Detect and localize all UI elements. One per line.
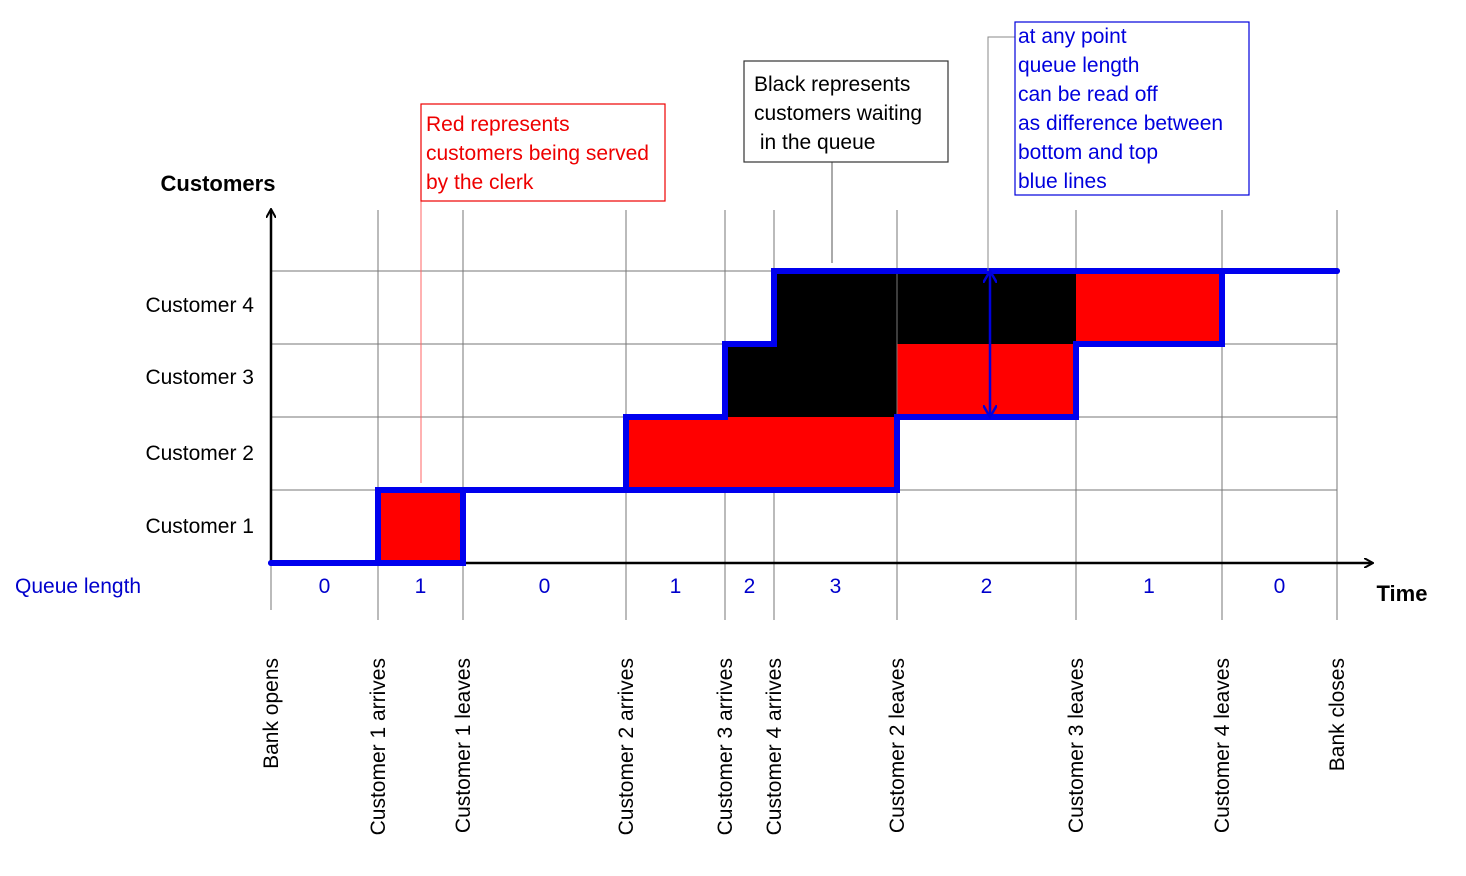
- row-label: Customer 2: [145, 442, 254, 465]
- event-label: Customer 4 leaves: [1211, 658, 1234, 833]
- annotation-box: [420, 103, 666, 202]
- event-label: Customer 2 arrives: [615, 658, 638, 835]
- event-label: Customer 1 arrives: [367, 658, 390, 835]
- queue-length: 3: [830, 575, 842, 598]
- queue-length: 1: [415, 575, 427, 598]
- queue-length: 0: [1274, 575, 1286, 598]
- event-label: Customer 1 leaves: [452, 658, 475, 833]
- step-line: [268, 268, 1340, 566]
- served-block: [378, 490, 463, 563]
- annotation-text: at any point: [1018, 25, 1127, 48]
- annotation-text: customers being served: [426, 142, 649, 165]
- queue-length: 1: [1143, 575, 1155, 598]
- annotation-text: Red represents: [426, 113, 570, 136]
- served-block: [1076, 271, 1222, 344]
- annotation-text: bottom and top: [1018, 141, 1158, 164]
- event-label: Customer 3 arrives: [714, 658, 737, 835]
- served-block: [897, 344, 1076, 417]
- y-axis-label: Customers: [161, 171, 276, 196]
- annotation-text: can be read off: [1018, 83, 1158, 106]
- annotation-text: customers waiting: [754, 102, 922, 125]
- event-label: Customer 3 leaves: [1065, 658, 1088, 833]
- x-axis-label: Time: [1377, 581, 1428, 606]
- annotation-text: queue length: [1018, 54, 1139, 77]
- waiting-block: [725, 344, 897, 417]
- annotation-box: [743, 60, 949, 163]
- queue-label: Queue length: [15, 575, 141, 598]
- row-label: Customer 4: [145, 294, 254, 317]
- annotation-text: by the clerk: [426, 171, 534, 194]
- queue-length: 2: [744, 575, 756, 598]
- row-label: Customer 1: [145, 515, 254, 538]
- queue-length: 0: [319, 575, 331, 598]
- queue-length: 2: [981, 575, 993, 598]
- served-block: [626, 417, 897, 490]
- annotation-text: as difference between: [1018, 112, 1223, 135]
- leader-line: [987, 36, 1015, 271]
- waiting-block: [774, 271, 1076, 344]
- event-label: Customer 2 leaves: [886, 658, 909, 833]
- row-label: Customer 3: [145, 366, 254, 389]
- queue-length: 0: [539, 575, 551, 598]
- event-label: Customer 4 arrives: [763, 658, 786, 835]
- annotation-text: Black represents: [754, 73, 910, 96]
- annotation-text: in the queue: [754, 131, 875, 154]
- queue-length: 1: [670, 575, 682, 598]
- annotation-box: [1014, 21, 1250, 196]
- event-label: Bank closes: [1326, 658, 1349, 771]
- event-label: Bank opens: [260, 658, 283, 769]
- annotation-text: blue lines: [1018, 170, 1107, 193]
